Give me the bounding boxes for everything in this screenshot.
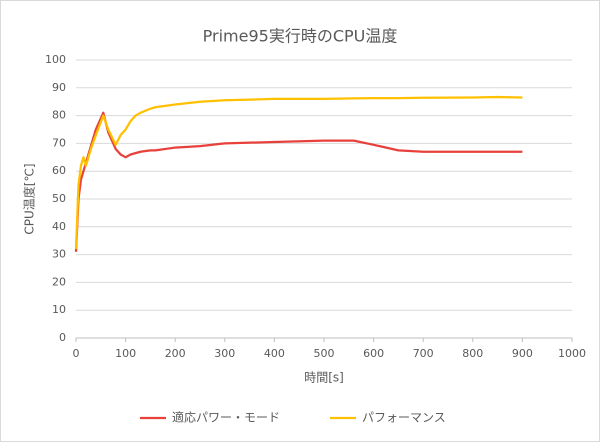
y-tick-label: 0 xyxy=(59,331,66,344)
y-tick-label: 80 xyxy=(52,109,66,122)
x-tick-label: 900 xyxy=(512,347,533,360)
y-tick-label: 50 xyxy=(52,192,66,205)
x-axis-label: 時間[s] xyxy=(304,371,344,385)
y-tick-label: 30 xyxy=(52,248,66,261)
series-line xyxy=(74,95,523,250)
y-tick-label: 20 xyxy=(52,275,66,288)
x-tick-label: 100 xyxy=(115,347,136,360)
x-tick-label: 0 xyxy=(73,347,80,360)
x-tick-label: 200 xyxy=(165,347,186,360)
chart-title: Prime95実行時のCPU温度 xyxy=(203,27,398,46)
y-tick-label: 70 xyxy=(52,136,66,149)
y-tick-label: 90 xyxy=(52,81,66,94)
y-tick-label: 40 xyxy=(52,220,66,233)
x-tick-label: 600 xyxy=(363,347,384,360)
x-tick-label: 500 xyxy=(314,347,335,360)
x-tick-label: 400 xyxy=(264,347,285,360)
x-tick-label: 1000 xyxy=(558,347,586,360)
y-axis-label: CPU温度[℃] xyxy=(22,163,37,234)
y-tick-label: 10 xyxy=(52,303,66,316)
legend-label: 適応パワー・モード xyxy=(172,410,280,425)
legend-label: パフォーマンス xyxy=(362,411,446,425)
y-tick-label: 100 xyxy=(45,53,66,66)
x-tick-label: 300 xyxy=(214,347,235,360)
x-tick-label: 800 xyxy=(462,347,483,360)
y-tick-label: 60 xyxy=(52,164,66,177)
x-tick-label: 700 xyxy=(413,347,434,360)
